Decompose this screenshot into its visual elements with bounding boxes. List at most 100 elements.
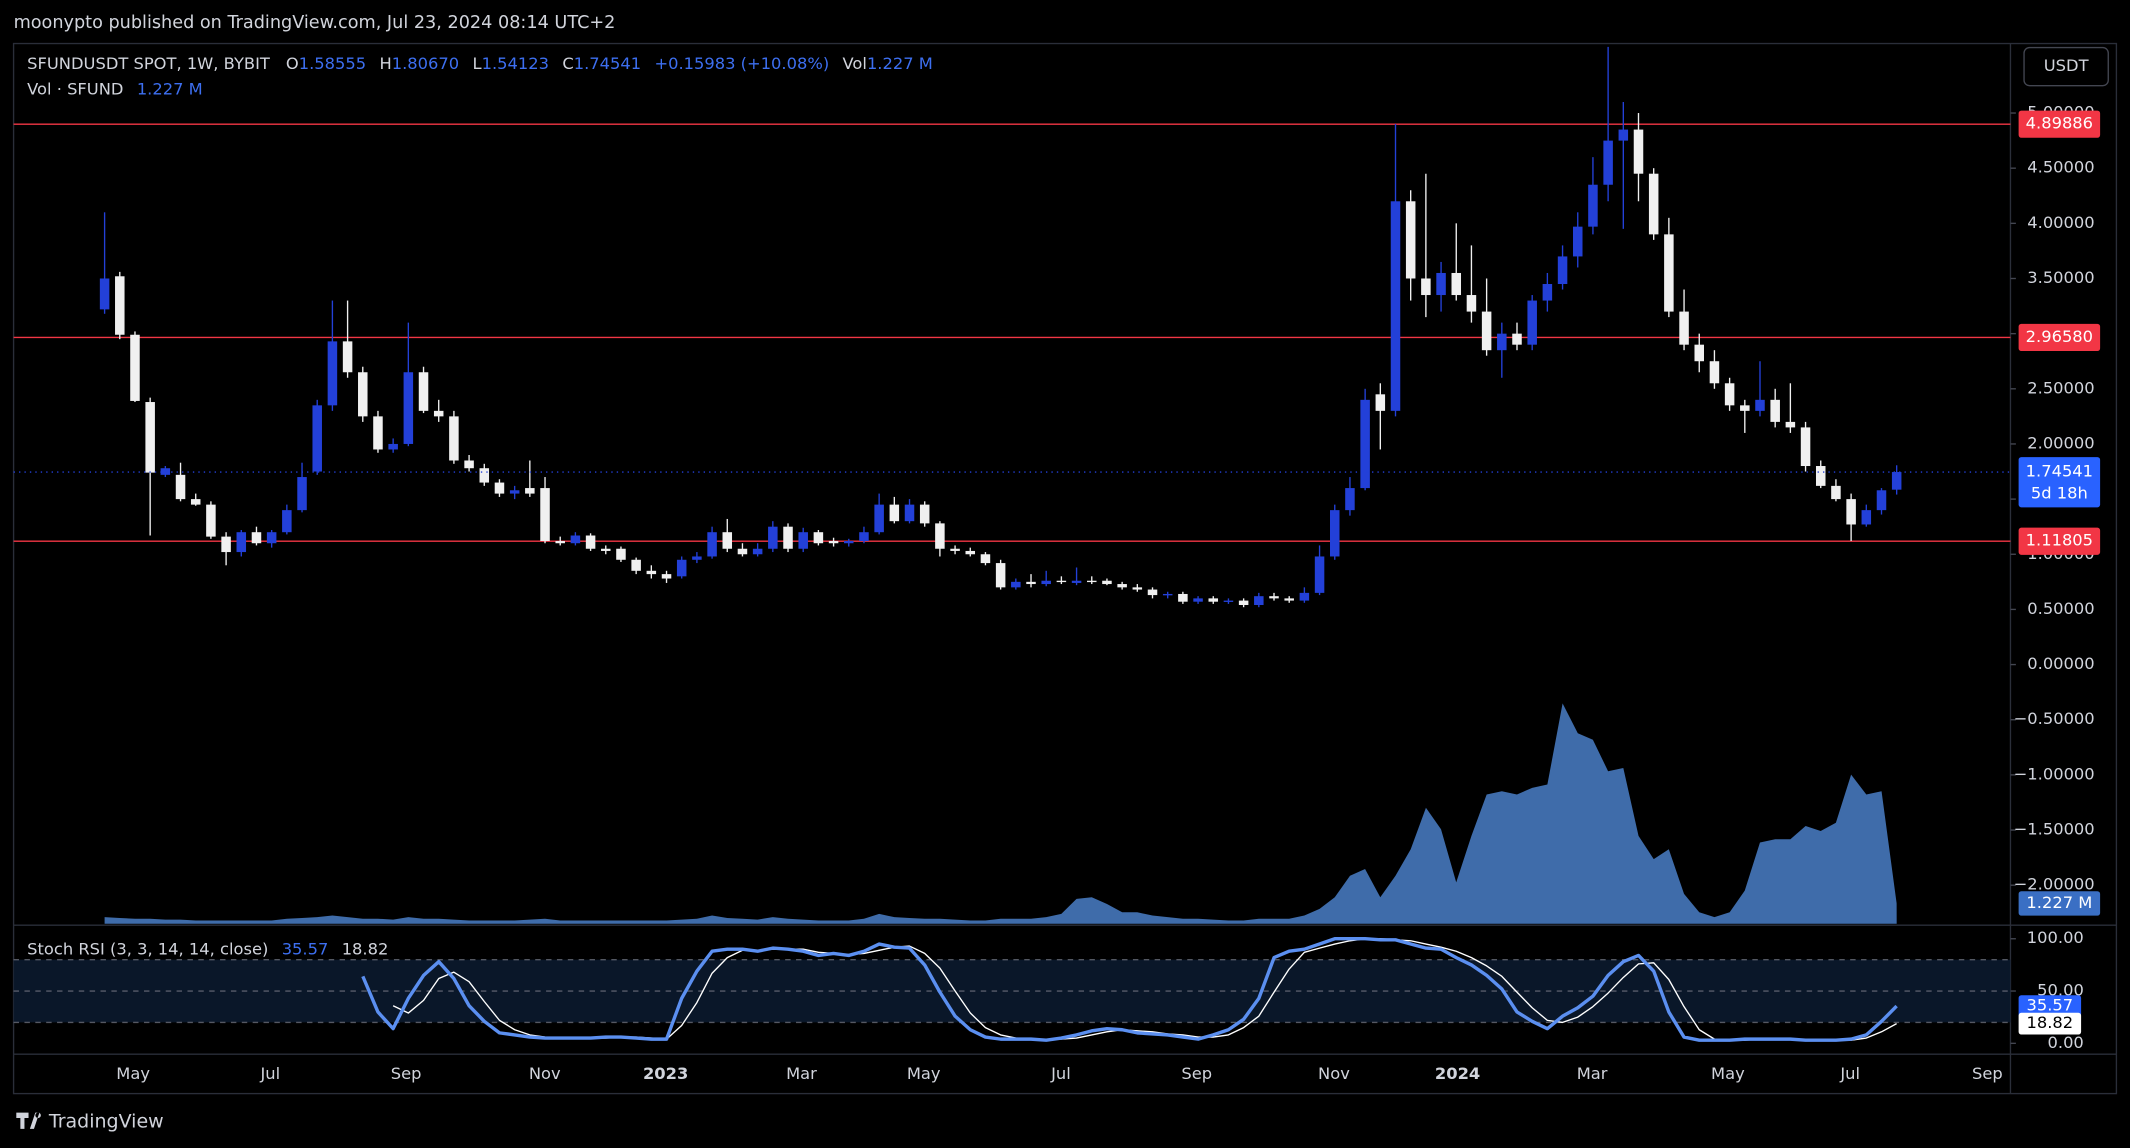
y-tick-label: 0.50000 [2027, 599, 2094, 618]
candle-body [1375, 394, 1386, 411]
candle-body [1770, 399, 1780, 422]
candle-body [130, 334, 140, 401]
level-label: 4.89886 [2026, 114, 2093, 133]
legend-o: O [286, 53, 299, 72]
candle-body [722, 532, 733, 549]
candle-body [540, 488, 550, 542]
candle-body [1345, 488, 1355, 511]
x-tick-label: Mar [786, 1064, 817, 1083]
x-tick-label: May [116, 1064, 150, 1083]
x-tick-label: Nov [1318, 1064, 1350, 1083]
candle-body [616, 548, 626, 560]
candle-body [631, 559, 641, 571]
candle-body [509, 490, 520, 494]
candle-body [1208, 598, 1219, 602]
y-tick-label: 0.00000 [2027, 654, 2094, 673]
candle-body [1527, 300, 1537, 345]
candle-body [798, 532, 808, 549]
level-label-box [2018, 110, 2101, 138]
volume-layer [104, 703, 1897, 924]
stoch-tick-label: 50.00 [2037, 981, 2084, 1000]
candle-body [1117, 584, 1127, 588]
candle-body [1193, 598, 1203, 602]
stoch-title: Stoch RSI (3, 3, 14, 14, close) [27, 939, 268, 958]
candle-body [1284, 598, 1294, 601]
x-tick-label: Jul [1050, 1064, 1071, 1083]
candle-body [1254, 596, 1264, 606]
footer-logo: TradingView [16, 1111, 164, 1133]
candle-body [950, 548, 960, 551]
candle-body [358, 372, 368, 417]
candle-body [115, 276, 125, 335]
candle-body [995, 563, 1006, 588]
candle-body [1405, 201, 1416, 279]
y-tick-label: 2.00000 [2027, 433, 2094, 452]
candle-body [737, 548, 748, 555]
candle-body [449, 416, 459, 461]
stoch-d-box [2018, 1012, 2082, 1035]
candle-body [221, 536, 231, 553]
candle-body [828, 541, 839, 544]
y-tick-label: −0.50000 [2014, 709, 2095, 728]
candle-body [1891, 472, 1902, 490]
stoch-tick-label: 0.00 [2048, 1033, 2084, 1052]
currency-button[interactable]: USDT [2023, 46, 2109, 87]
volume-legend-name: Vol · SFUND [27, 79, 123, 98]
volume-label: 1.227 M [2026, 893, 2092, 912]
stoch-k-box [2018, 995, 2082, 1017]
candle-body [1542, 284, 1553, 301]
candle-body [965, 550, 976, 555]
candle-body [555, 541, 565, 544]
y-tick-label: 4.50000 [2027, 158, 2094, 177]
price-layer [13, 46, 2011, 608]
candle-body [768, 526, 778, 549]
stoch-tick-label: 100.00 [2027, 928, 2084, 947]
candle-body [433, 410, 444, 417]
candle-body [1618, 129, 1629, 141]
level-label: 1.11805 [2026, 531, 2093, 550]
candle-body [1755, 399, 1765, 411]
x-tick-label: Sep [1972, 1064, 2003, 1083]
candle-body [99, 278, 110, 310]
legend-h: H [379, 53, 391, 72]
candle-body [707, 532, 717, 557]
x-tick-label: Jul [259, 1064, 280, 1083]
candle-body [1102, 580, 1112, 585]
currency-button-frame[interactable] [2023, 46, 2109, 87]
candle-body [661, 574, 672, 579]
y-tick-label: 2.50000 [2027, 378, 2094, 397]
candle-body [1497, 333, 1507, 351]
candle-body [935, 523, 945, 549]
candle-body [1679, 311, 1689, 345]
legend-low: 1.54123 [482, 53, 549, 72]
candle-body [813, 532, 824, 544]
candle-body [1330, 510, 1340, 557]
candle-body [282, 510, 292, 533]
candle-body [844, 541, 854, 544]
candle-body [570, 535, 581, 544]
level-label-box [2018, 323, 2101, 352]
candle-body [373, 416, 383, 450]
candle-body [525, 488, 535, 494]
candle-body [646, 570, 657, 575]
price-label: 1.74541 [2026, 462, 2093, 481]
candle-body [1421, 278, 1431, 296]
candle-body [266, 532, 277, 544]
candle-body [1648, 173, 1659, 235]
stoch-k-line [361, 937, 1898, 1042]
legend-high: 1.80670 [392, 53, 459, 72]
candle-body [388, 443, 398, 450]
stoch-d-axis-label: 18.82 [2027, 1013, 2074, 1032]
candle-body [1588, 184, 1598, 227]
level-label-box [2018, 527, 2101, 555]
candle-body [1162, 593, 1173, 596]
candle-body [752, 548, 763, 555]
candle-body [1056, 580, 1067, 583]
candle-body [1451, 272, 1462, 296]
candle-body [1831, 485, 1841, 500]
currency-button-label[interactable]: USDT [2044, 56, 2089, 75]
candle-body [1087, 580, 1097, 583]
candle-body [342, 341, 353, 373]
stoch-k-axis-label: 35.57 [2027, 996, 2074, 1015]
x-tick-label: 2024 [1435, 1064, 1480, 1083]
